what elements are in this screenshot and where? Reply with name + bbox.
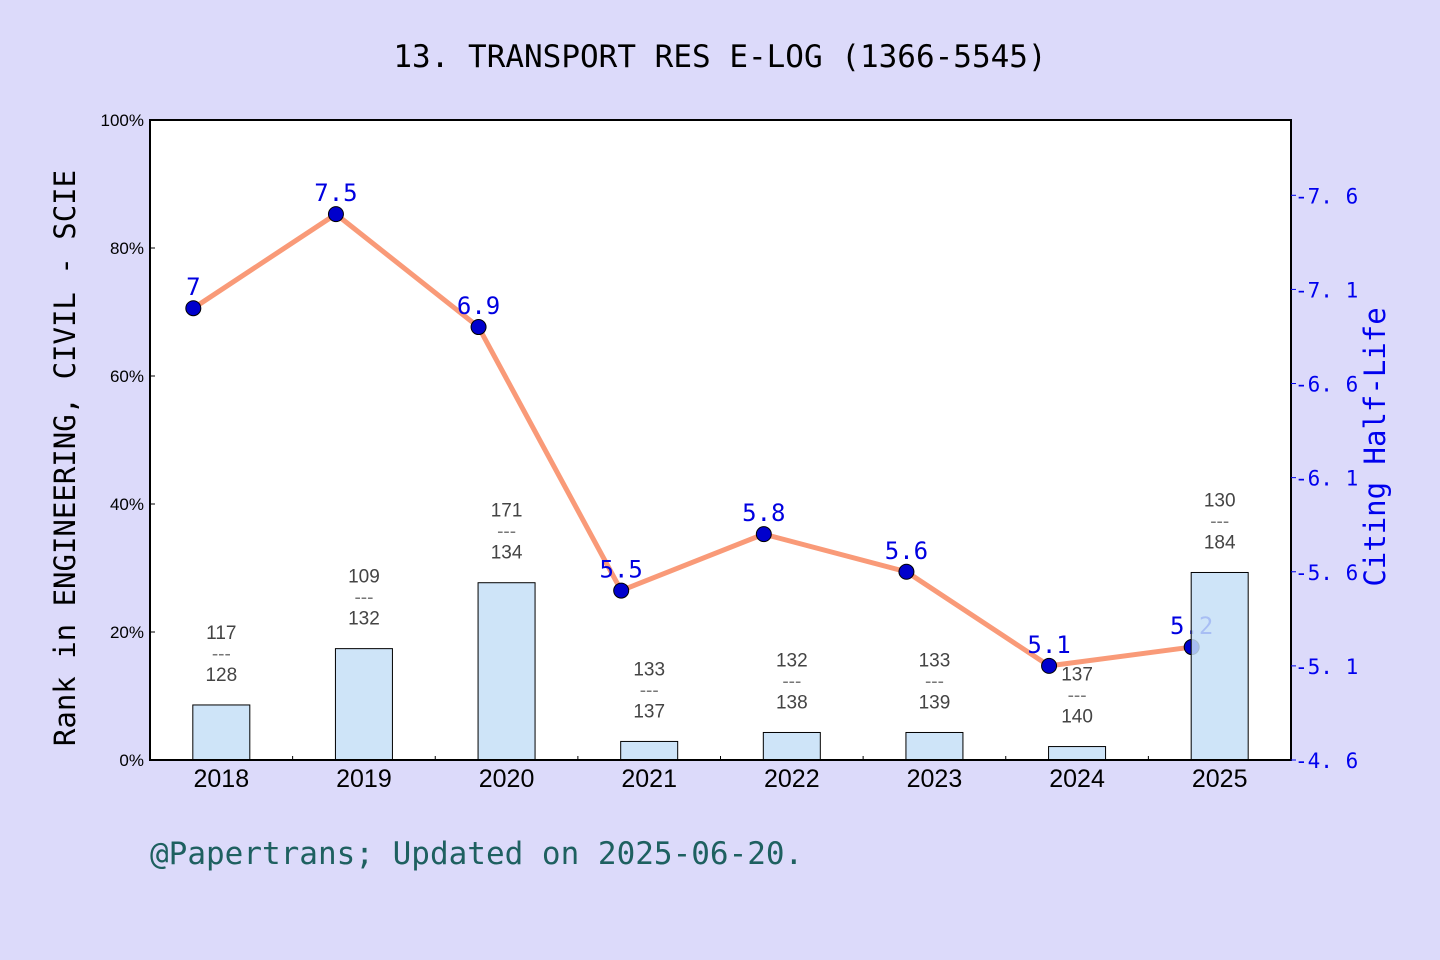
y-right-tick-label: -4. 6 bbox=[1295, 749, 1358, 773]
rank-label-divider: --- bbox=[354, 588, 373, 609]
x-tick-label: 2022 bbox=[764, 765, 820, 793]
y-left-tick-label: 100% bbox=[101, 111, 144, 130]
plot-frame bbox=[149, 119, 1292, 761]
y-left-axis-title: Rank in ENGINEERING, CIVIL - SCIE bbox=[48, 170, 82, 746]
rank-label-rank: 133 bbox=[633, 659, 665, 680]
y-left-tick-label: 80% bbox=[110, 239, 144, 258]
rank-label-rank: 171 bbox=[491, 501, 523, 522]
half-life-line bbox=[191, 211, 1193, 669]
x-tick-label: 2024 bbox=[1049, 765, 1105, 793]
rank-label-rank: 109 bbox=[348, 567, 380, 588]
rank-label-divider: --- bbox=[497, 522, 516, 543]
half-life-marker bbox=[185, 300, 202, 317]
rank-bar bbox=[620, 740, 679, 761]
rank-bar bbox=[905, 731, 964, 761]
rank-label-rank: 130 bbox=[1204, 490, 1236, 511]
half-life-marker bbox=[1041, 657, 1058, 674]
y-right-tick-label: -7. 1 bbox=[1295, 278, 1358, 302]
rank-label-total: 128 bbox=[205, 665, 237, 686]
half-life-label: 6.9 bbox=[457, 292, 500, 320]
y-left-tick-label: 60% bbox=[110, 367, 144, 386]
y-right-tick-label: -6. 6 bbox=[1295, 373, 1358, 397]
rank-label-total: 134 bbox=[491, 543, 523, 564]
half-life-marker bbox=[898, 563, 915, 580]
y-left-tick-label: 20% bbox=[110, 623, 144, 642]
half-life-label: 5.5 bbox=[600, 556, 643, 584]
y-left-tick-label: 0% bbox=[119, 751, 144, 770]
rank-label-rank: 117 bbox=[206, 623, 236, 644]
rank-label-total: 139 bbox=[919, 692, 951, 713]
rank-bar bbox=[1048, 746, 1107, 761]
half-life-marker bbox=[613, 582, 630, 599]
x-tick-label: 2023 bbox=[907, 765, 963, 793]
y-right-axis-title: Citing Half-Life bbox=[1358, 307, 1392, 586]
x-tick-label: 2019 bbox=[336, 765, 392, 793]
rank-label-total: 132 bbox=[348, 609, 380, 630]
rank-label-divider: --- bbox=[1068, 686, 1087, 707]
half-life-label: 5.8 bbox=[742, 499, 785, 527]
y-right-tick-label: -5. 1 bbox=[1295, 655, 1358, 679]
x-tick-label: 2021 bbox=[621, 765, 677, 793]
plot-area bbox=[150, 120, 1291, 760]
rank-label-rank: 137 bbox=[1061, 665, 1093, 686]
half-life-label: 5.1 bbox=[1027, 631, 1070, 659]
rank-label-divider: --- bbox=[640, 680, 659, 701]
rank-bar bbox=[334, 648, 393, 761]
half-life-label: 5.6 bbox=[885, 537, 928, 565]
rank-label-total: 184 bbox=[1204, 532, 1236, 553]
y-right-tick-label: -6. 1 bbox=[1295, 467, 1358, 491]
y-right-tick-label: -7. 6 bbox=[1295, 184, 1358, 208]
x-tick-label: 2025 bbox=[1192, 765, 1248, 793]
chart-title: 13. TRANSPORT RES E-LOG (1366-5545) bbox=[393, 39, 1046, 75]
rank-label-rank: 133 bbox=[919, 650, 951, 671]
rank-bar bbox=[1190, 571, 1249, 761]
half-life-label: 7.5 bbox=[314, 179, 357, 207]
x-tick-label: 2018 bbox=[194, 765, 250, 793]
rank-label-divider: --- bbox=[212, 644, 231, 665]
rank-bar bbox=[192, 704, 251, 761]
rank-label-divider: --- bbox=[1210, 511, 1229, 532]
x-tick-label: 2020 bbox=[479, 765, 535, 793]
rank-bar bbox=[477, 582, 536, 761]
footer-credit: @Papertrans; Updated on 2025-06-20. bbox=[150, 836, 804, 872]
rank-bar bbox=[762, 731, 821, 761]
rank-label-divider: --- bbox=[925, 671, 944, 692]
rank-label-total: 140 bbox=[1061, 707, 1093, 728]
rank-label-divider: --- bbox=[782, 671, 801, 692]
rank-label-total: 138 bbox=[776, 692, 808, 713]
y-left-tick-label: 40% bbox=[110, 495, 144, 514]
half-life-marker bbox=[470, 319, 487, 336]
half-life-marker bbox=[755, 526, 772, 543]
y-right-tick-label: -5. 6 bbox=[1295, 561, 1358, 585]
half-life-label: 7 bbox=[186, 273, 200, 301]
rank-label-total: 137 bbox=[633, 701, 665, 722]
rank-label-rank: 132 bbox=[776, 650, 808, 671]
half-life-marker bbox=[327, 206, 344, 223]
